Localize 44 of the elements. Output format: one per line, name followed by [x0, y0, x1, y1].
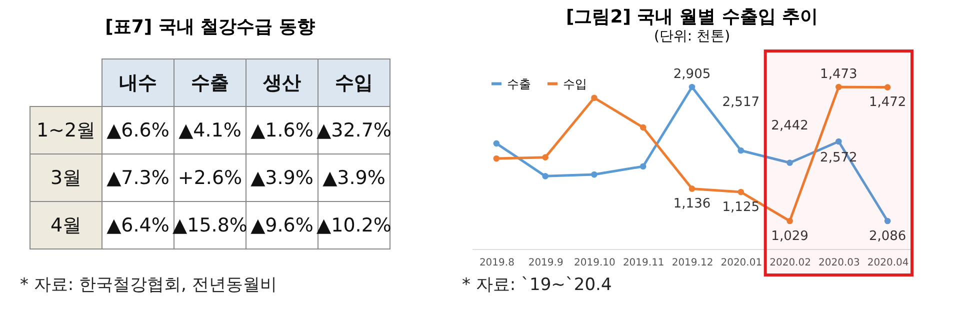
text: ▲7.3%	[106, 166, 170, 189]
data-label: 2,442	[771, 118, 808, 134]
x-tick-label: 2019.10	[574, 258, 616, 268]
text: * 자료: `19~`20.4	[462, 275, 612, 295]
category-label: 1~2월	[36, 119, 96, 142]
category-label: 수입	[335, 72, 373, 94]
chart-subtitle: (단위: 천톤)	[654, 28, 730, 44]
text: ▲3.9%	[322, 166, 386, 189]
data-label: 1,473	[820, 67, 858, 82]
text: ▲32.7%	[316, 119, 392, 142]
x-tick-label: 2019.11	[622, 258, 664, 268]
text: ▲3.9%	[250, 166, 314, 189]
text: ▲15.8%	[172, 214, 248, 236]
chart-title: [그림2] 국내 월별 수출입 추이	[566, 6, 818, 28]
category-label: 생산	[262, 72, 301, 94]
category-label: 내수	[119, 72, 157, 94]
text: ▲9.6%	[250, 214, 314, 236]
legend-label: 수입	[563, 76, 587, 91]
category-label: 수출	[191, 72, 229, 94]
category-label: 4월	[50, 214, 82, 236]
x-tick-label: 2020.01	[720, 258, 762, 268]
text: ▲6.6%	[106, 119, 170, 142]
data-label: 2,517	[722, 95, 760, 110]
data-label: 1,029	[771, 229, 808, 244]
text: ▲6.4%	[106, 214, 170, 236]
text: ▲10.2%	[316, 214, 392, 236]
x-tick-label: 2019.9	[528, 258, 564, 268]
text: ▲1.6%	[250, 119, 314, 142]
x-tick-label: 2020.02	[770, 258, 811, 268]
legend-label: 수출	[507, 76, 531, 91]
x-tick-label: 2020.03	[818, 258, 860, 268]
data-label: 2,905	[673, 67, 711, 82]
data-label: 1,136	[673, 196, 711, 212]
x-tick-label: 2020.04	[867, 258, 909, 268]
category-label: 3월	[50, 166, 82, 189]
data-label: 1,125	[722, 200, 760, 215]
text: ▲4.1%	[178, 119, 242, 142]
data-label: 2,086	[868, 229, 906, 244]
text: +2.6%	[178, 166, 242, 189]
x-tick-label: 2019.12	[672, 258, 714, 268]
text: * 자료: 한국철강협회, 전년동월비	[20, 275, 277, 295]
x-tick-label: 2019.8	[479, 258, 514, 268]
text: [표7] 국내 철강수급 동향	[105, 16, 315, 38]
data-label: 1,472	[868, 95, 906, 110]
